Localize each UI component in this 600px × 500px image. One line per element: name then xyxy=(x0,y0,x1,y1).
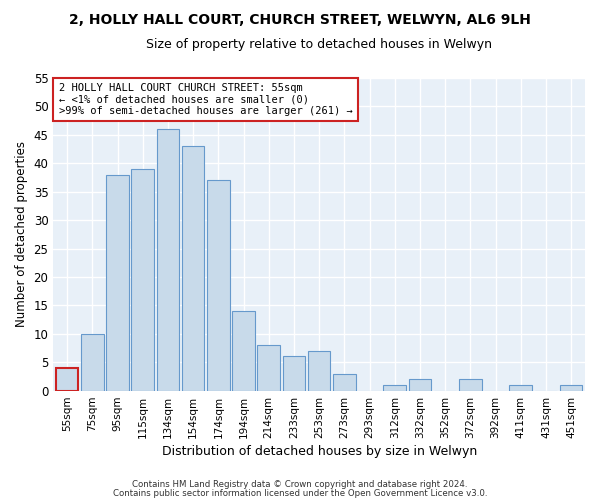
Bar xyxy=(560,385,583,390)
Bar xyxy=(182,146,205,390)
Bar xyxy=(409,379,431,390)
Bar xyxy=(232,311,255,390)
Bar xyxy=(81,334,104,390)
Bar xyxy=(459,379,482,390)
Bar xyxy=(333,374,356,390)
Bar xyxy=(383,385,406,390)
Bar xyxy=(308,351,331,391)
Bar xyxy=(56,368,79,390)
Text: Contains public sector information licensed under the Open Government Licence v3: Contains public sector information licen… xyxy=(113,488,487,498)
Bar xyxy=(283,356,305,390)
Bar xyxy=(207,180,230,390)
Bar xyxy=(257,345,280,391)
Y-axis label: Number of detached properties: Number of detached properties xyxy=(15,142,28,328)
X-axis label: Distribution of detached houses by size in Welwyn: Distribution of detached houses by size … xyxy=(161,444,477,458)
Bar xyxy=(509,385,532,390)
Bar xyxy=(157,129,179,390)
Bar xyxy=(106,174,129,390)
Bar xyxy=(131,169,154,390)
Title: Size of property relative to detached houses in Welwyn: Size of property relative to detached ho… xyxy=(146,38,492,51)
Text: 2, HOLLY HALL COURT, CHURCH STREET, WELWYN, AL6 9LH: 2, HOLLY HALL COURT, CHURCH STREET, WELW… xyxy=(69,12,531,26)
Text: Contains HM Land Registry data © Crown copyright and database right 2024.: Contains HM Land Registry data © Crown c… xyxy=(132,480,468,489)
Text: 2 HOLLY HALL COURT CHURCH STREET: 55sqm
← <1% of detached houses are smaller (0): 2 HOLLY HALL COURT CHURCH STREET: 55sqm … xyxy=(59,82,352,116)
